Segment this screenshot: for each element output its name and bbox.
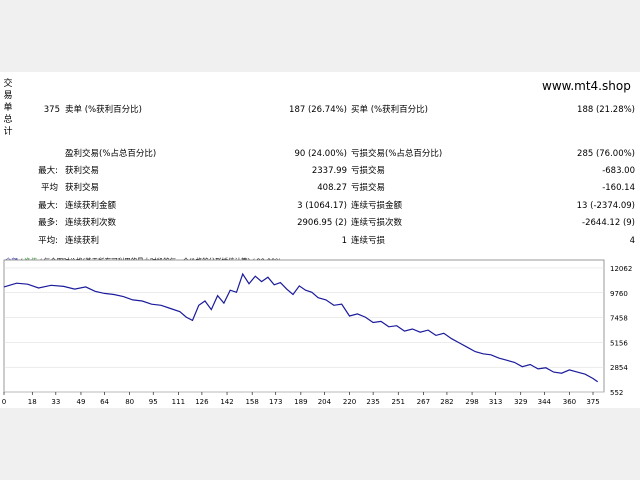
row-prefix: 平均: xyxy=(38,236,58,246)
y-tick-label: 5156 xyxy=(610,339,628,347)
row-prefix: 最大: xyxy=(38,166,58,176)
row-value-left: 90 (24.00%) xyxy=(294,149,347,159)
row-label-right: 亏损交易(%占总百分比) xyxy=(351,149,443,159)
plot-frame xyxy=(3,259,605,393)
chart-plot-area: 552 2854 5156 7458 9760 12062 0 18 33 49 64 80 95 111… xyxy=(2,259,632,406)
x-tick-label: 142 xyxy=(220,398,233,406)
y-tick-label: 2854 xyxy=(610,364,628,372)
row-label-right: 亏损交易 xyxy=(351,166,386,176)
x-tick-label: 158 xyxy=(245,398,258,406)
row-label-left: 盈利交易(%占总百分比) xyxy=(65,149,157,159)
x-tick-label: 126 xyxy=(195,398,209,406)
x-tick-label: 220 xyxy=(343,398,356,406)
row-value-left: 1 xyxy=(341,236,347,246)
watermark-text: www.mt4.shop xyxy=(542,79,631,93)
x-tick-label: 298 xyxy=(465,398,478,406)
row-label-left: 连续获利次数 xyxy=(65,218,117,228)
row-value-right: -160.14 xyxy=(602,183,635,193)
row-label-left: 获利交易 xyxy=(65,166,100,176)
x-tick-label: 173 xyxy=(269,398,282,406)
x-tick-label: 64 xyxy=(100,398,109,406)
row-value-left: 3 (1064.17) xyxy=(297,201,347,211)
x-tick-label: 360 xyxy=(563,398,576,406)
x-tick-label: 204 xyxy=(318,398,332,406)
x-tick-label: 95 xyxy=(149,398,158,406)
balance-chart: 552 2854 5156 7458 9760 12062 0 18 33 49 64 80 95 111… xyxy=(2,259,632,406)
row-label-right: 亏损交易 xyxy=(351,183,386,193)
x-tick-label: 80 xyxy=(125,398,134,406)
x-tick-label: 235 xyxy=(366,398,379,406)
total-trades-value: 375 xyxy=(43,105,60,115)
row-value-right: 285 (76.00%) xyxy=(577,149,635,159)
row-value-left: 408.27 xyxy=(317,183,347,193)
row-value-left: 2906.95 (2) xyxy=(297,218,347,228)
x-tick-label: 0 xyxy=(2,398,6,406)
x-tick-label: 251 xyxy=(392,398,405,406)
balance-line xyxy=(3,272,599,383)
x-tick-label: 33 xyxy=(51,398,60,406)
row-label-right: 买单 (%获利百分比) xyxy=(351,105,428,115)
y-tick-label: 7458 xyxy=(610,315,628,323)
y-tick-label: 552 xyxy=(610,389,623,397)
x-tick-label: 375 xyxy=(586,398,599,406)
row-label-right: 连续亏损 xyxy=(351,236,386,246)
row-label-left: 获利交易 xyxy=(65,183,100,193)
row-value-left: 2337.99 xyxy=(311,166,347,176)
x-tick-label: 329 xyxy=(514,398,527,406)
x-tick-label: 267 xyxy=(417,398,430,406)
row-value-right: 4 xyxy=(629,236,635,246)
x-tick-label: 344 xyxy=(538,398,552,406)
summary-vertical-label: 交易单总计 xyxy=(3,79,13,137)
row-prefix: 最大: xyxy=(38,201,58,211)
row-value-right: 188 (21.28%) xyxy=(577,105,635,115)
row-prefix: 最多: xyxy=(38,218,58,228)
row-value-right: 13 (-2374.09) xyxy=(576,201,635,211)
x-tick-label: 313 xyxy=(489,398,502,406)
row-label-left: 卖单 (%获利百分比) xyxy=(65,105,142,115)
row-label-left: 连续获利 xyxy=(65,236,100,246)
row-label-left: 连续获利金额 xyxy=(65,201,117,211)
x-tick-label: 189 xyxy=(294,398,307,406)
x-tick-label: 111 xyxy=(172,398,185,406)
row-value-right: -2644.12 (9) xyxy=(582,218,635,228)
row-label-right: 连续亏损次数 xyxy=(351,218,403,228)
y-tick-label: 9760 xyxy=(610,290,628,298)
x-tick-label: 18 xyxy=(28,398,37,406)
row-value-right: -683.00 xyxy=(602,166,635,176)
row-label-right: 连续亏损金额 xyxy=(351,201,403,211)
y-tick-label: 12062 xyxy=(610,265,632,273)
x-tick-label: 49 xyxy=(77,398,86,406)
x-tick-label: 282 xyxy=(440,398,453,406)
row-value-left: 187 (26.74%) xyxy=(289,105,347,115)
row-prefix: 平均 xyxy=(40,183,58,193)
